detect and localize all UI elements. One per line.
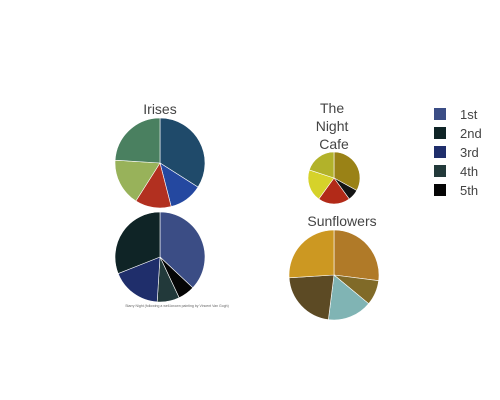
sunflowers-slice-4[interactable] xyxy=(288,274,335,320)
legend-swatch-5th[interactable] xyxy=(434,184,446,196)
starry-night-pie xyxy=(114,211,206,303)
night-cafe-title-line-1: The xyxy=(320,100,344,116)
night-cafe-slice-5[interactable] xyxy=(308,151,335,179)
legend-label-2nd[interactable]: 2nd xyxy=(460,126,482,141)
irises-slice-5[interactable] xyxy=(114,117,161,164)
starry-night-slice-4[interactable] xyxy=(117,256,161,303)
legend-swatch-2nd[interactable] xyxy=(434,127,446,139)
night-cafe-title: The Night Cafe xyxy=(316,100,353,152)
sunflowers-slice-5[interactable] xyxy=(288,229,335,279)
legend-label-4th[interactable]: 4th xyxy=(460,164,478,179)
starry-night-caption: Starry Night (following a well-known pai… xyxy=(125,304,229,308)
starry-night-slice-1[interactable] xyxy=(159,211,206,289)
legend-swatch-1st[interactable] xyxy=(434,108,446,120)
sunflowers-slice-1[interactable] xyxy=(333,229,380,281)
legend: 1st 2nd 3rd 4th 5th xyxy=(434,107,482,198)
night-cafe-title-line-2: Night xyxy=(316,118,349,134)
sunflowers-slice-3[interactable] xyxy=(328,274,370,321)
night-cafe-pie xyxy=(307,151,361,205)
irises-pie xyxy=(114,117,206,209)
legend-swatch-4th[interactable] xyxy=(434,165,446,177)
sunflowers-title: Sunflowers xyxy=(307,213,376,229)
starry-night-slice-5[interactable] xyxy=(114,211,161,274)
legend-swatch-3rd[interactable] xyxy=(434,146,446,158)
irises-title: Irises xyxy=(143,101,176,117)
legend-label-3rd[interactable]: 3rd xyxy=(460,145,479,160)
legend-label-1st[interactable]: 1st xyxy=(460,107,478,122)
sunflowers-pie xyxy=(288,229,380,321)
legend-label-5th[interactable]: 5th xyxy=(460,183,478,198)
irises-slice-4[interactable] xyxy=(114,159,161,202)
night-cafe-title-line-3: Cafe xyxy=(319,136,349,152)
night-cafe-slice-1[interactable] xyxy=(333,151,361,191)
